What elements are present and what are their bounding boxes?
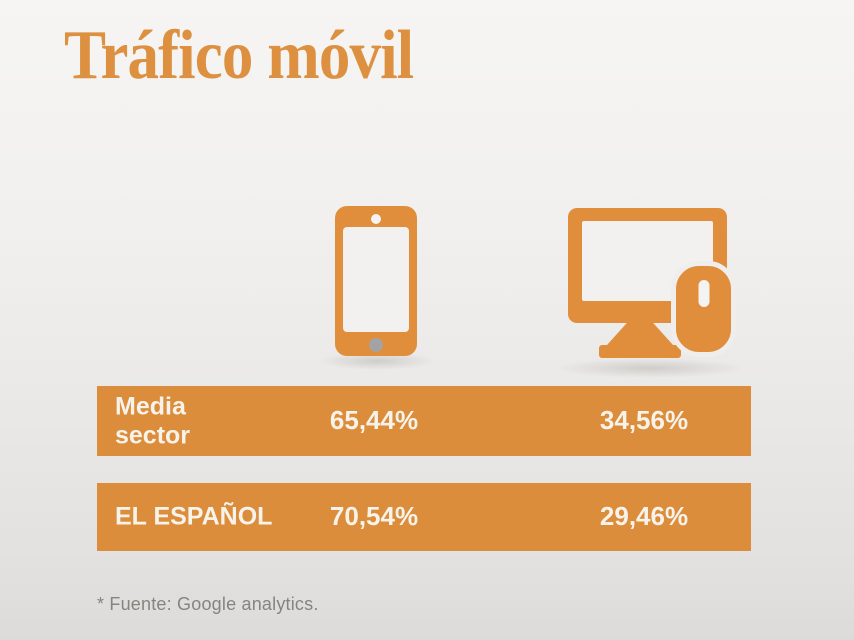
smartphone-icon — [335, 206, 417, 356]
mobile-percentage: 70,54% — [329, 501, 419, 532]
monitor-stand-base — [599, 345, 681, 358]
row-label: Media sector — [115, 392, 191, 449]
phone-screen — [343, 227, 409, 332]
phone-camera-dot — [371, 214, 381, 224]
desktop-computer-with-mouse-icon — [568, 208, 744, 368]
mouse-scroll-wheel — [698, 280, 709, 307]
source-note: * Fuente: Google analytics. — [97, 594, 319, 614]
monitor-stand — [607, 323, 673, 345]
table-row-media-sector: Media sector 65,44% 34,56% — [97, 386, 751, 456]
desktop-percentage: 29,46% — [599, 501, 689, 532]
phone-icon-shadow — [318, 352, 436, 370]
page-title: Tráfico móvil — [64, 17, 414, 94]
row-label: EL ESPAÑOL — [115, 502, 273, 531]
desktop-icon-shadow — [555, 358, 745, 378]
phone-home-button — [369, 338, 383, 352]
mouse-icon — [671, 261, 736, 357]
mobile-percentage: 65,44% — [329, 405, 419, 436]
desktop-percentage: 34,56% — [599, 405, 689, 436]
table-row-el-espanol: EL ESPAÑOL 70,54% 29,46% — [97, 483, 751, 551]
